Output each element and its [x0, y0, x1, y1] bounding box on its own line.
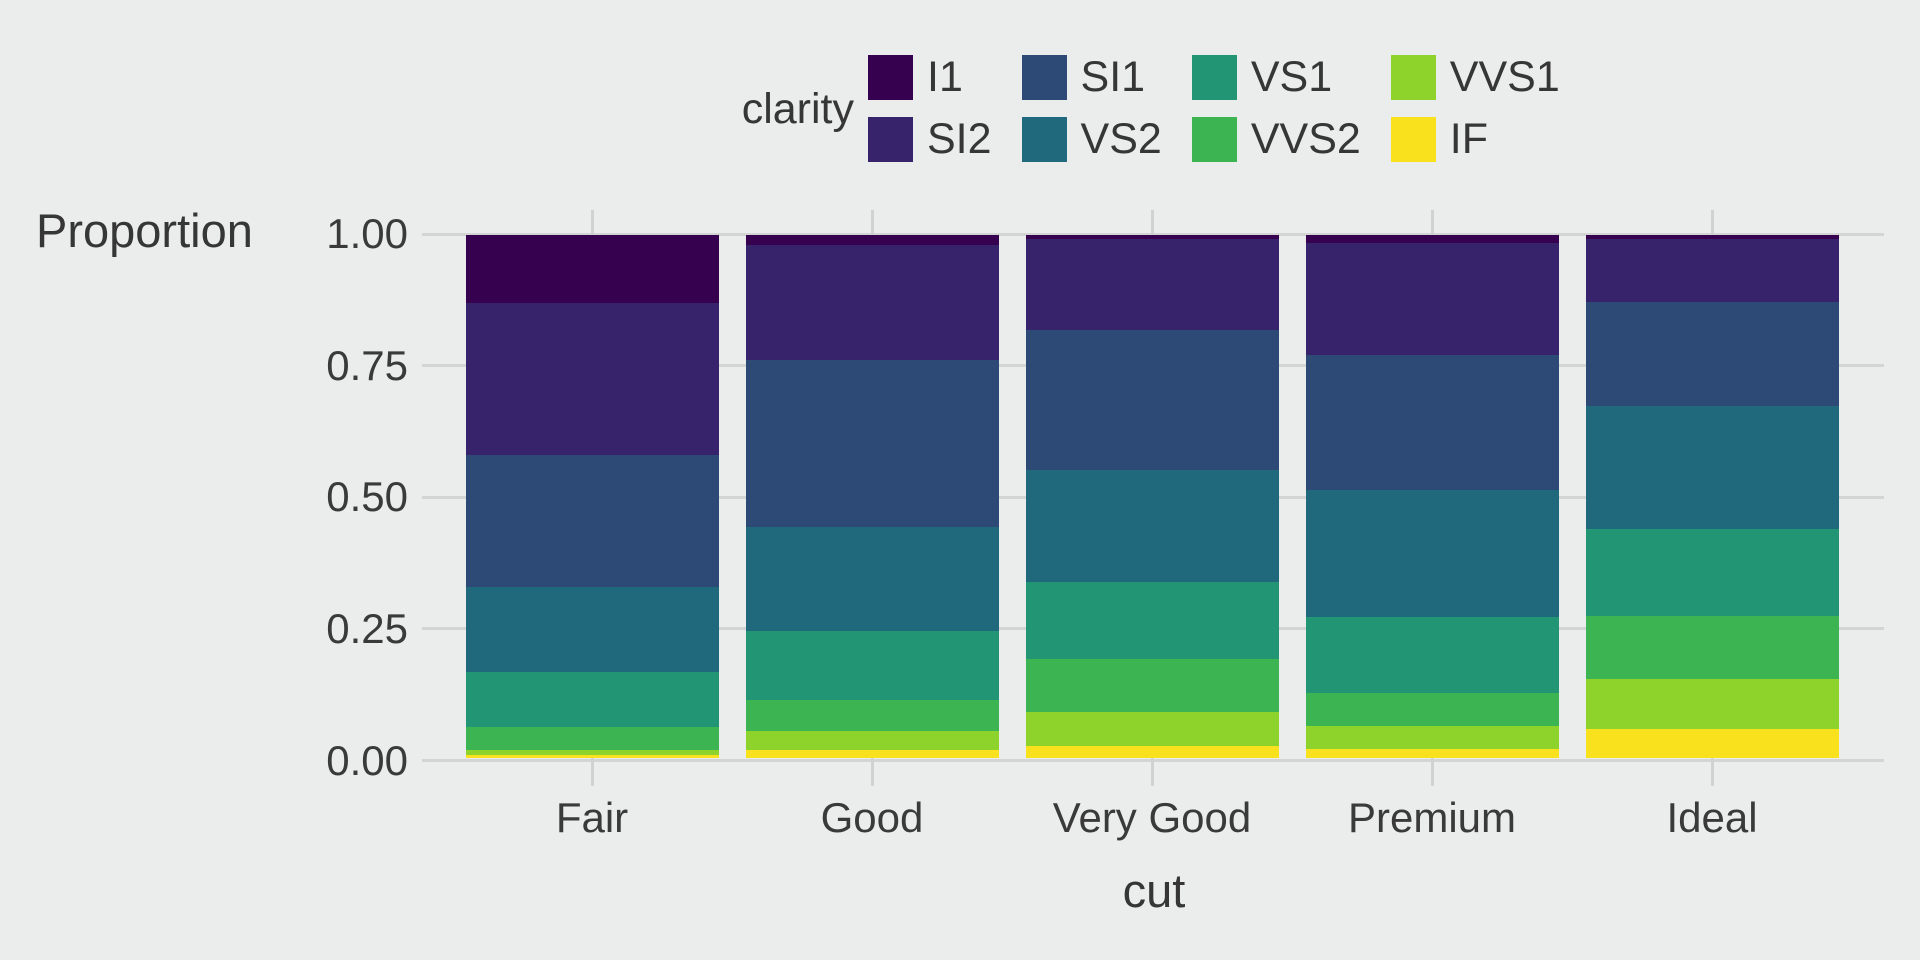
- bar-segment-ideal-SI2: [1586, 239, 1839, 302]
- bar-segment-premium-VS2: [1306, 490, 1559, 617]
- bar-segment-ideal-VVS1: [1586, 679, 1839, 729]
- bar-segment-very-good-IF: [1026, 746, 1279, 758]
- legend-label-VS1: VS1: [1250, 53, 1333, 101]
- bar-segment-fair-VVS2: [466, 727, 719, 750]
- x-tick-label-very-good: Very Good: [1052, 794, 1252, 841]
- bar-segment-premium-SI2: [1306, 243, 1559, 355]
- bar-segment-premium-I1: [1306, 235, 1559, 243]
- y-tick-label-0.00: 0.00: [326, 737, 408, 784]
- legend-swatch-SI2: [868, 117, 913, 162]
- bar-segment-ideal-VS1: [1586, 529, 1839, 616]
- bar-segment-good-VS2: [746, 527, 999, 631]
- bar-segment-very-good-I1: [1026, 235, 1279, 239]
- bar-segment-very-good-SI2: [1026, 239, 1279, 330]
- x-tick-label-ideal: Ideal: [1666, 794, 1758, 841]
- legend-swatch-VVS2: [1191, 117, 1237, 162]
- y-axis-title: Proportion: [36, 204, 253, 257]
- bar-segment-good-SI1: [746, 360, 999, 527]
- y-tick-label-0.75: 0.75: [326, 342, 408, 389]
- y-tick-label-0.25: 0.25: [326, 605, 408, 652]
- bar-segment-fair-SI2: [466, 303, 719, 455]
- legend-swatch-I1: [868, 55, 913, 100]
- x-tick-label-premium: Premium: [1347, 794, 1517, 841]
- legend-item-VVS1: VVS1: [1390, 53, 1560, 101]
- x-tick-label-good: Good: [820, 794, 924, 841]
- legend-item-VVS2: VVS2: [1191, 115, 1361, 163]
- bar-segment-very-good-VS2: [1026, 470, 1279, 582]
- x-tick-label-fair: Fair: [555, 794, 629, 841]
- legend-swatch-VS2: [1021, 117, 1067, 162]
- bar-segment-very-good-VVS2: [1026, 659, 1279, 712]
- legend: I1 SI2 SI1 VS2 VS1 VVS2 VVS1 IF: [868, 55, 1560, 162]
- legend-item-IF: IF: [1390, 115, 1560, 163]
- bar-segment-premium-VVS1: [1306, 726, 1559, 749]
- legend-item-I1: I1: [868, 55, 992, 100]
- legend-label-IF: IF: [1449, 115, 1489, 163]
- legend-item-VS2: VS2: [1021, 115, 1162, 163]
- legend-label-VVS1: VVS1: [1449, 53, 1560, 101]
- legend-swatch-VVS1: [1390, 55, 1436, 100]
- legend-label-SI2: SI2: [927, 115, 992, 163]
- x-axis-title: cut: [1122, 864, 1186, 917]
- y-tick-label-1.00: 1.00: [326, 210, 408, 257]
- bar-segment-good-I1: [746, 235, 999, 245]
- legend-swatch-SI1: [1021, 55, 1067, 100]
- bar-segment-ideal-VS2: [1586, 406, 1839, 529]
- bar-segment-ideal-I1: [1586, 235, 1839, 239]
- bar-segment-fair-I1: [466, 235, 719, 303]
- bar-segment-good-VVS2: [746, 700, 999, 731]
- bar-segment-good-IF: [746, 750, 999, 758]
- legend-label-SI1: SI1: [1080, 53, 1146, 101]
- legend-item-VS1: VS1: [1191, 53, 1361, 101]
- bar-segment-fair-VS2: [466, 587, 719, 672]
- y-tick-label-0.50: 0.50: [326, 473, 408, 520]
- bar-segment-very-good-SI1: [1026, 330, 1279, 470]
- bar-segment-fair-IF: [466, 755, 719, 758]
- legend-swatch-IF: [1390, 117, 1436, 162]
- bar-segment-premium-VS1: [1306, 617, 1559, 693]
- legend-label-I1: I1: [927, 53, 963, 101]
- legend-title: clarity: [741, 85, 854, 133]
- bar-segment-fair-VS1: [466, 672, 719, 727]
- bar-segment-ideal-SI1: [1586, 302, 1839, 406]
- bar-segment-very-good-VVS1: [1026, 712, 1279, 746]
- bar-segment-fair-SI1: [466, 455, 719, 587]
- bar-segment-good-VS1: [746, 631, 999, 700]
- bar-segment-very-good-VS1: [1026, 582, 1279, 659]
- legend-label-VVS2: VVS2: [1250, 115, 1361, 163]
- legend-swatch-VS1: [1191, 55, 1237, 100]
- bar-segment-fair-VVS1: [466, 750, 719, 755]
- bar-segment-premium-SI1: [1306, 355, 1559, 490]
- legend-label-VS2: VS2: [1080, 115, 1162, 163]
- bar-segment-ideal-IF: [1586, 729, 1839, 758]
- bar-segment-premium-VVS2: [1306, 693, 1559, 726]
- legend-item-SI1: SI1: [1021, 53, 1162, 101]
- bar-segment-premium-IF: [1306, 749, 1559, 758]
- bar-segment-ideal-VVS2: [1586, 616, 1839, 679]
- bar-segment-good-VVS1: [746, 731, 999, 750]
- legend-item-SI2: SI2: [868, 117, 992, 162]
- bar-segment-good-SI2: [746, 245, 999, 360]
